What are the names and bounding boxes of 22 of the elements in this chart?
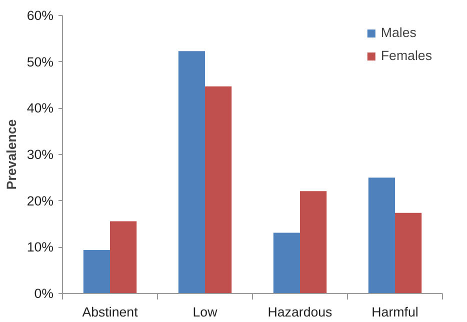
- x-tick-label: Hazardous: [268, 304, 333, 320]
- bar: [205, 86, 232, 294]
- y-tick-label: 10%: [26, 240, 54, 255]
- legend-label: Females: [380, 48, 432, 63]
- y-tick-label: 0%: [34, 286, 54, 301]
- y-tick-label: 30%: [26, 147, 54, 162]
- bar: [395, 212, 422, 294]
- y-tick-label: 20%: [26, 193, 54, 208]
- x-tick-label: Abstinent: [82, 304, 138, 320]
- y-tick-label: 50%: [26, 54, 54, 70]
- bar: [83, 250, 110, 294]
- bar: [110, 221, 137, 294]
- y-tick-label: 40%: [26, 100, 54, 116]
- bar: [300, 191, 327, 294]
- bar: [368, 178, 395, 294]
- y-tick-label: 60%: [26, 8, 54, 23]
- x-tick-label: Low: [192, 304, 218, 320]
- bar: [273, 232, 300, 294]
- y-axis-title: Prevalence: [4, 119, 19, 190]
- x-tick-label: Harmful: [372, 304, 418, 320]
- bar: [178, 51, 205, 294]
- legend-label: Males: [380, 25, 416, 40]
